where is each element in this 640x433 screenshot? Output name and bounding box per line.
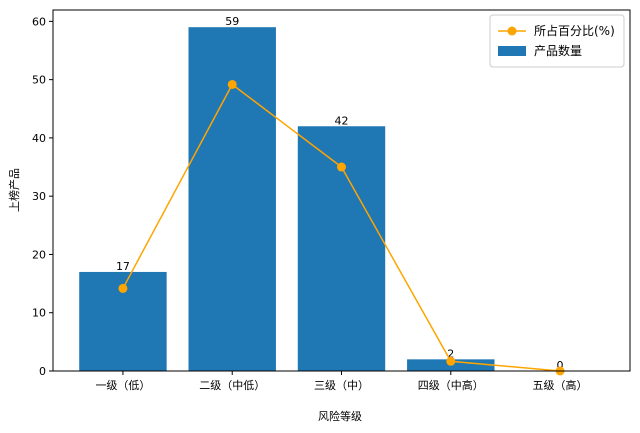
x-tick-label: 二级（中低）	[199, 379, 265, 392]
x-tick-label: 四级（中高）	[418, 378, 484, 392]
value-label: 0	[557, 359, 564, 372]
legend: 所占百分比(%) 产品数量	[489, 14, 625, 68]
y-tick-label: 10	[32, 307, 46, 320]
legend-label: 所占百分比(%)	[534, 23, 615, 38]
legend-box	[489, 14, 625, 68]
legend-label: 产品数量	[534, 43, 582, 58]
y-tick-label: 20	[32, 248, 46, 261]
marker	[118, 283, 128, 293]
y-axis-label: 上榜产品	[7, 168, 21, 212]
x-axis-label: 风险等级	[318, 409, 362, 423]
value-label: 2	[447, 347, 454, 360]
legend-swatch	[498, 46, 526, 56]
x-tick-label: 三级（中）	[314, 379, 369, 392]
marker	[227, 79, 237, 89]
x-tick-label: 五级（高）	[533, 378, 588, 392]
marker	[337, 162, 346, 172]
x-tick-label: 一级（低）	[95, 379, 150, 392]
y-tick-label: 0	[39, 365, 46, 378]
legend-marker	[507, 26, 517, 36]
y-tick-label: 60	[32, 15, 46, 28]
marker	[446, 356, 456, 366]
y-tick-label: 40	[32, 132, 46, 145]
bar	[188, 27, 276, 371]
y-tick-label: 30	[32, 190, 46, 203]
value-label: 59	[225, 15, 239, 28]
y-tick-label: 50	[32, 74, 46, 87]
plot-frame	[52, 9, 631, 372]
value-label: 17	[116, 260, 130, 273]
value-label: 42	[335, 114, 349, 127]
